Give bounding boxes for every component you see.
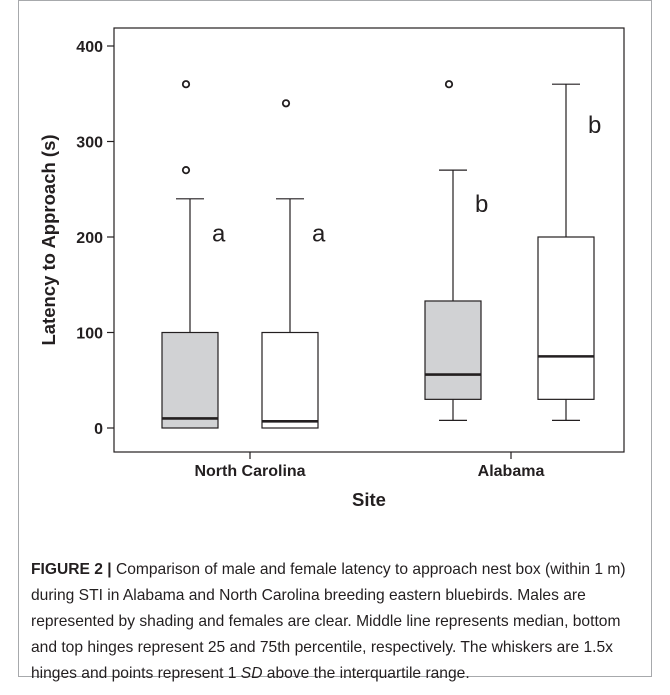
outlier-point bbox=[281, 99, 291, 108]
x-axis: North Carolina Alabama bbox=[194, 452, 544, 480]
box-2: a bbox=[261, 99, 326, 429]
outlier-point bbox=[444, 80, 454, 89]
box-3: b bbox=[424, 80, 488, 421]
box-iqr bbox=[261, 331, 319, 429]
y-axis-title: Latency to Approach (s) bbox=[38, 134, 59, 345]
significance-letter: a bbox=[312, 221, 326, 248]
significance-letter: b bbox=[475, 191, 488, 218]
box-1: a bbox=[161, 80, 226, 429]
y-tick-label-0: 0 bbox=[94, 421, 103, 438]
y-tick-label-300: 300 bbox=[76, 135, 103, 152]
x-tick-label-0: North Carolina bbox=[194, 463, 305, 480]
x-axis-title: Site bbox=[352, 489, 386, 510]
significance-letter: b bbox=[588, 112, 601, 139]
y-axis: 0 100 200 300 400 bbox=[76, 39, 114, 438]
y-tick-label-200: 200 bbox=[76, 230, 103, 247]
caption-text-end: above the interquartile range. bbox=[262, 665, 470, 682]
boxes: a a b b bbox=[161, 80, 601, 429]
caption-sd: SD bbox=[240, 665, 263, 682]
significance-letter: a bbox=[212, 221, 226, 248]
figure-label: FIGURE 2 | bbox=[31, 561, 112, 578]
outlier-point bbox=[181, 80, 191, 89]
y-tick-label-400: 400 bbox=[76, 39, 103, 56]
box-4: b bbox=[537, 83, 601, 421]
box-plot-chart: 0 100 200 300 400 a a b b North Carolina Alabama… bbox=[38, 27, 625, 510]
figure-caption: FIGURE 2 | Comparison of male and female… bbox=[31, 557, 643, 687]
box-iqr bbox=[537, 236, 595, 400]
outlier-point bbox=[181, 166, 191, 175]
box-iqr bbox=[161, 331, 219, 429]
caption-text: Comparison of male and female latency to… bbox=[31, 561, 626, 682]
box-iqr bbox=[424, 300, 482, 400]
x-tick-label-1: Alabama bbox=[478, 463, 545, 480]
y-tick-label-100: 100 bbox=[76, 326, 103, 343]
